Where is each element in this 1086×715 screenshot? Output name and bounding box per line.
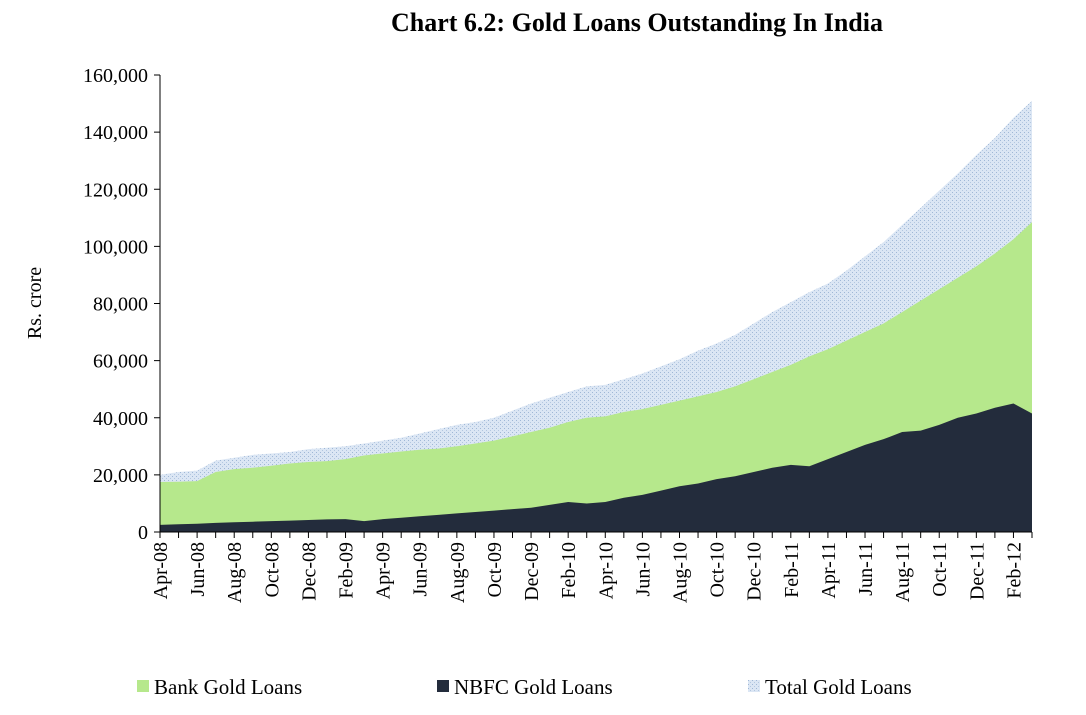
y-tick-label: 80,000 — [93, 294, 148, 316]
x-tick-label: Feb-11 — [781, 542, 803, 598]
x-tick-label: Jun-11 — [855, 542, 877, 596]
y-tick-label: 160,000 — [83, 65, 148, 87]
x-tick-label: Oct-10 — [707, 542, 729, 598]
x-tick-label: Apr-11 — [818, 542, 840, 599]
x-tick-label: Aug-09 — [447, 542, 469, 603]
x-tick-label: Jun-10 — [632, 542, 654, 596]
y-tick-label: 100,000 — [83, 236, 148, 258]
area-bank-gold-loans — [160, 222, 1032, 532]
legend-label-nbfc-gold-loans: NBFC Gold Loans — [454, 675, 613, 699]
legend-label-total-gold-loans: Total Gold Loans — [765, 675, 912, 699]
x-tick-label: Feb-10 — [558, 542, 580, 599]
x-tick-label: Jun-09 — [410, 542, 432, 596]
chart-title: Chart 6.2: Gold Loans Outstanding In Ind… — [391, 8, 883, 37]
x-tick-label: Oct-08 — [261, 542, 283, 598]
legend-swatch-nbfc-gold-loans — [437, 680, 449, 692]
x-tick-label: Dec-10 — [744, 542, 766, 601]
x-tick-label: Aug-08 — [224, 542, 246, 603]
x-tick-label: Feb-12 — [1003, 542, 1025, 599]
y-axis-title: Rs. crore — [24, 267, 46, 339]
legend-swatch-total-gold-loans — [748, 680, 760, 692]
area-nbfc-gold-loans — [160, 403, 1032, 532]
x-tick-label: Jun-08 — [187, 542, 209, 596]
legend: Bank Gold Loans NBFC Gold Loans Total Gold… — [137, 675, 912, 699]
legend-label-bank-gold-loans: Bank Gold Loans — [154, 675, 302, 699]
y-tick-label: 20,000 — [93, 465, 148, 487]
x-tick-label: Apr-09 — [373, 542, 395, 599]
x-tick-label: Feb-09 — [336, 542, 358, 599]
x-tick-label: Apr-10 — [595, 542, 617, 599]
x-tick-label: Oct-09 — [484, 542, 506, 598]
x-tick-label: Dec-11 — [966, 542, 988, 600]
plot-areas — [160, 100, 1032, 533]
y-tick-label: 40,000 — [93, 408, 148, 430]
x-tick-label: Dec-09 — [521, 542, 543, 601]
x-tick-label: Aug-11 — [892, 542, 914, 602]
legend-swatch-bank-gold-loans — [137, 680, 149, 692]
axes: 0 20,000 40,000 60,000 80,000 100,000 120,000 1… — [83, 65, 1033, 603]
y-tick-label: 140,000 — [83, 122, 148, 144]
x-tick-label: Aug-10 — [669, 542, 691, 603]
y-tick-label: 0 — [138, 522, 148, 544]
y-tick-label: 120,000 — [83, 179, 148, 201]
x-tick-label: Oct-11 — [929, 542, 951, 597]
x-tick-label: Dec-08 — [298, 542, 320, 601]
y-tick-label: 60,000 — [93, 351, 148, 373]
x-tick-label: Apr-08 — [150, 542, 172, 599]
